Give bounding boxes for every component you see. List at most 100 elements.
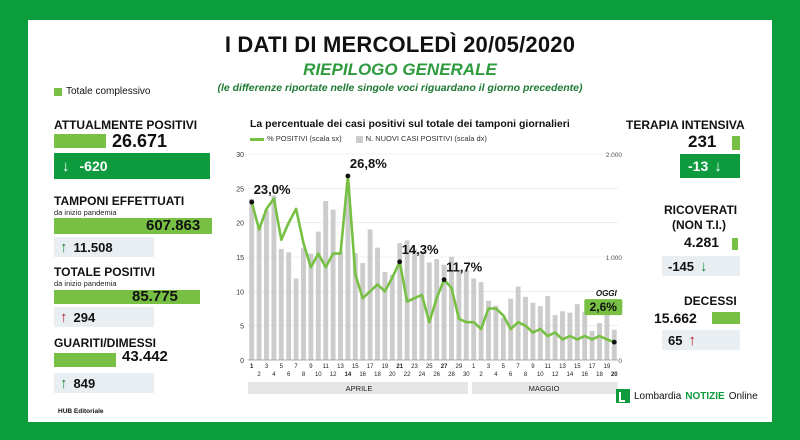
totale-positivi-delta-value: 294 — [73, 309, 96, 325]
new-cases-bar — [338, 251, 343, 360]
new-cases-bar — [434, 259, 440, 360]
percent-positive-line — [250, 174, 615, 344]
legend-bars-label: N. NUOVI CASI POSITIVI (scala dx) — [365, 134, 487, 143]
totale-positivi-sub: da inizio pandemia — [54, 279, 117, 288]
x-tick-label: 19 — [382, 364, 389, 370]
terapia-intensiva-value: 231 — [688, 132, 717, 151]
new-cases-bar — [256, 226, 262, 360]
decessi-delta: 65 ↑ — [662, 330, 740, 350]
new-cases-bar — [574, 304, 580, 360]
new-cases-bar — [264, 210, 269, 360]
annotation-label: 11,7% — [446, 260, 483, 275]
new-cases-bar — [486, 300, 491, 360]
x-tick-label: 25 — [426, 364, 433, 370]
chart-svg: 05101520253001.0002.00023,0%26,8%14,3%11… — [236, 152, 623, 394]
x-tick-label: 12 — [552, 372, 559, 378]
ricoverati-label: RICOVERATI — [664, 203, 738, 217]
y-tick-label: 20 — [236, 221, 244, 228]
chart-legend: % POSITIVI (scala sx) N. NUOVI CASI POSI… — [250, 134, 487, 143]
new-cases-bar — [523, 296, 528, 360]
x-tick-label: 8 — [524, 372, 528, 378]
brand-name-b: NOTIZIE — [685, 390, 725, 402]
x-tick-label: 30 — [463, 372, 470, 378]
x-tick-label: 15 — [352, 364, 359, 370]
y-tick-label: 30 — [236, 152, 244, 159]
new-cases-bar — [441, 264, 447, 360]
new-cases-bar — [537, 306, 543, 360]
new-cases-bar — [597, 323, 602, 360]
annotation-label: 14,3% — [402, 242, 439, 257]
new-cases-bar — [493, 305, 499, 360]
guariti-delta: ↑ 849 — [54, 373, 154, 393]
x-tick-label: 11 — [545, 364, 552, 370]
lombardia-logo-icon — [616, 389, 630, 403]
x-tick-label: 24 — [419, 372, 426, 378]
month-label: APRILE — [346, 384, 373, 393]
x-tick-label: 10 — [315, 372, 322, 378]
new-cases-bar — [271, 195, 277, 360]
new-cases-bar — [545, 296, 551, 360]
y-tick-label: 5 — [240, 324, 244, 331]
brand-name-c: Online — [728, 390, 758, 402]
x-tick-label: 5 — [502, 364, 506, 370]
new-cases-bar — [352, 252, 358, 360]
x-tick-label: 6 — [509, 372, 513, 378]
x-tick-label: 20 — [389, 372, 396, 378]
x-tick-label: 11 — [323, 364, 330, 370]
x-tick-label: 2 — [257, 372, 261, 378]
terapia-intensiva-delta-value: -13 — [688, 158, 709, 174]
annotation-dot — [345, 173, 351, 179]
x-tick-label: 3 — [487, 364, 491, 370]
x-tick-label: 26 — [433, 372, 440, 378]
tamponi-delta-value: 11.508 — [73, 239, 113, 255]
y2-tick-label: 0 — [618, 358, 622, 365]
annotation-label: 23,0% — [254, 182, 291, 197]
x-tick-label: 2 — [479, 372, 483, 378]
x-tick-label: 19 — [604, 364, 611, 370]
decessi-bar — [712, 312, 740, 324]
new-cases-bar — [449, 256, 454, 360]
x-tick-label: 4 — [494, 372, 498, 378]
tamponi-sub: da inizio pandemia — [54, 208, 117, 217]
y2-tick-label: 2.000 — [606, 152, 623, 159]
x-tick-label: 22 — [404, 372, 411, 378]
new-cases-bar — [278, 248, 284, 360]
tamponi-delta: ↑ 11.508 — [54, 237, 154, 257]
decessi-label: DECESSI — [684, 294, 737, 308]
attualmente-positivi-delta-value: -620 — [79, 158, 108, 174]
brand-logo: Lombardia NOTIZIE Online — [616, 389, 758, 403]
x-tick-label: 23 — [411, 364, 418, 370]
x-tick-label: 13 — [559, 364, 566, 370]
new-cases-bar — [315, 231, 321, 360]
terapia-intensiva-delta: -13 ↓ — [680, 154, 740, 178]
month-label: MAGGIO — [529, 384, 560, 393]
legend-total: Totale complessivo — [54, 86, 150, 97]
guariti-bar — [54, 353, 116, 367]
annotation-label: 26,8% — [350, 156, 387, 171]
new-cases-bar — [375, 247, 380, 360]
chart-title: La percentuale dei casi positivi sul tot… — [250, 118, 570, 130]
new-cases-bar — [478, 282, 484, 360]
terapia-intensiva-label: TERAPIA INTENSIVA — [626, 118, 745, 132]
new-cases-bar — [382, 271, 388, 360]
new-cases-bar — [293, 278, 299, 360]
legend-swatch — [54, 87, 62, 96]
attualmente-positivi-value: 26.671 — [112, 131, 168, 151]
totale-positivi-bar — [54, 290, 200, 304]
annotation-dot — [397, 259, 403, 265]
new-cases-bar — [308, 253, 314, 360]
x-tick-label: 7 — [294, 364, 298, 370]
arrow-down-icon: ↓ — [714, 157, 722, 175]
x-tick-label: 14 — [567, 372, 574, 378]
arrow-down-icon: ↓ — [700, 257, 708, 275]
x-tick-label: 17 — [589, 364, 596, 370]
legend-bars-item: N. NUOVI CASI POSITIVI (scala dx) — [355, 134, 487, 143]
new-cases-bar — [249, 198, 255, 360]
new-cases-bar — [463, 270, 469, 360]
x-tick-label: 18 — [596, 372, 603, 378]
x-tick-label: 1 — [250, 364, 254, 370]
infographic-panel: I DATI DI MERCOLEDÌ 20/05/2020 RIEPILOGO… — [28, 20, 772, 422]
arrow-up-icon: ↑ — [688, 331, 696, 349]
new-cases-bar — [345, 182, 351, 360]
month-band — [248, 382, 468, 394]
